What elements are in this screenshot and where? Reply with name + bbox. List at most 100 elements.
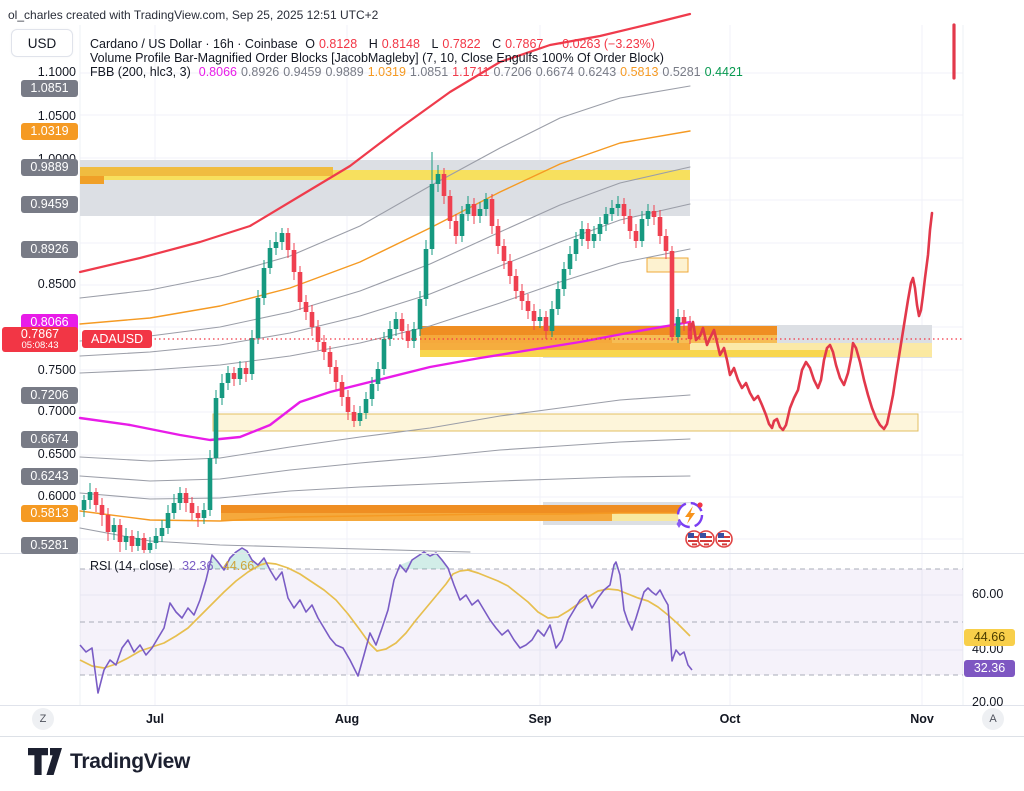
candle-body [555, 289, 561, 309]
indicator-title-volume-profile[interactable]: Volume Profile Bar-Magnified Order Block… [90, 51, 664, 65]
fbb-line-upper-1.0319 [79, 130, 691, 325]
candle-body [261, 268, 267, 298]
candle-body [423, 249, 429, 299]
bar-countdown: 05:08:43 [21, 340, 59, 352]
timezone-button[interactable]: Z [32, 708, 54, 730]
sparkle-glyph [676, 520, 682, 528]
fbb-value: 0.9459 [283, 65, 322, 79]
price-axis-label[interactable]: 1.1000 [37, 65, 76, 79]
fbb-label[interactable]: FBB (200, hlc3, 3) [90, 65, 191, 79]
price-axis-label[interactable]: 0.7500 [37, 363, 76, 377]
price-axis-label[interactable]: 0.8500 [37, 277, 76, 291]
price-axis-label[interactable]: 1.0500 [37, 109, 76, 123]
candle-body [669, 251, 675, 337]
candle-body [441, 174, 447, 196]
time-axis-label-sep[interactable]: Sep [528, 712, 552, 726]
order-block-zone [646, 257, 689, 273]
price-level-badge: 1.0319 [21, 122, 78, 140]
rsi-line [79, 547, 693, 694]
candle-body [471, 204, 477, 216]
fbb-line-lower-0.6243 [79, 475, 691, 500]
fbb-line-lower-0.6674 [79, 438, 691, 482]
auto-scale-button[interactable]: A [982, 708, 1004, 730]
candle-body [105, 515, 111, 532]
price-projection-drawing[interactable] [688, 211, 934, 432]
rsi-indicator-title[interactable]: RSI (14, close) 32.36 44.66 [90, 559, 254, 573]
candle-body [483, 199, 489, 209]
fbb-value: 0.5813 [620, 65, 659, 79]
candle-body [561, 269, 567, 289]
fbb-value: 0.9889 [325, 65, 364, 79]
candle-body [645, 211, 651, 219]
price-level-badge: 0.6243 [21, 467, 78, 485]
candle-body [501, 246, 507, 261]
candle-body [573, 239, 579, 254]
currency-toggle-button[interactable]: USD [11, 29, 73, 57]
fbb-value: 0.6674 [535, 65, 574, 79]
candle-body [519, 291, 525, 301]
flag-stripe [704, 543, 709, 546]
fbb-values: 0.8066 0.8926 0.9459 0.9889 1.0319 1.0851 1.17… [199, 65, 747, 79]
rsi-axis-label[interactable]: 20.00 [972, 695, 1004, 709]
ohlc-low: L 0.7822 [431, 37, 481, 51]
order-block-zone [420, 350, 830, 357]
candle-body [507, 261, 513, 276]
fbb-value: 0.8066 [198, 65, 237, 79]
rsi-value-badge: 32.36 [964, 659, 1015, 677]
price-chart-canvas[interactable] [0, 0, 1024, 737]
fbb-line-lower-0.5813 [79, 510, 691, 522]
time-axis-label-oct[interactable]: Oct [719, 712, 741, 726]
fbb-value: 0.4421 [704, 65, 743, 79]
price-level-badge: 0.8066 [21, 313, 78, 331]
fbb-line-upper-1.0851 [79, 85, 691, 299]
candle-body [183, 493, 189, 503]
ohlc-open: O 0.8128 [305, 37, 358, 51]
price-axis-label[interactable]: 0.6500 [37, 447, 76, 461]
candle-body [633, 231, 639, 241]
time-axis-separator [0, 705, 1024, 706]
candle-body [159, 528, 165, 536]
price-axis-label[interactable]: 0.7000 [37, 404, 76, 418]
candle-body [255, 298, 261, 338]
candle-body [171, 503, 177, 513]
symbol-title[interactable]: Cardano / US Dollar · 16h · Coinbase [90, 37, 298, 51]
pane-separator[interactable] [0, 553, 1024, 554]
fbb-line-upper-0.9889 [79, 166, 691, 342]
ohlc-high: H 0.8148 [368, 37, 420, 51]
fbb-value: 1.0319 [367, 65, 406, 79]
candle-body [273, 242, 279, 248]
rsi-axis-label[interactable]: 40.00 [972, 642, 1004, 656]
indicator-title-fbb[interactable]: FBB (200, hlc3, 3) 0.8066 0.8926 0.9459 0.98… [90, 65, 751, 79]
candle-body [117, 525, 123, 542]
candle-body [249, 338, 255, 374]
tradingview-brand[interactable]: TradingView [28, 748, 190, 775]
time-axis-label-nov[interactable]: Nov [910, 712, 934, 726]
candle-body [177, 493, 183, 503]
candle-body [489, 199, 495, 226]
fbb-line-upper-0.8926 [79, 248, 691, 374]
price-level-badge: 1.0851 [21, 79, 78, 97]
rsi-title-label[interactable]: RSI (14, close) [90, 559, 173, 573]
fbb-value: 0.6243 [577, 65, 617, 79]
candle-body [591, 234, 597, 241]
time-axis-label-aug[interactable]: Aug [334, 712, 360, 726]
candle-body [537, 317, 543, 321]
candle-body [309, 312, 315, 327]
candle-body [609, 208, 615, 214]
order-block-zone [690, 343, 932, 350]
candle-body [603, 214, 609, 224]
time-axis-label-jul[interactable]: Jul [145, 712, 165, 726]
flag-canton [700, 533, 706, 538]
candle-body [237, 368, 243, 379]
rsi-ma-value: 44.66 [222, 559, 255, 573]
candle-body [321, 342, 327, 352]
candle-body [93, 492, 99, 505]
price-axis-label[interactable]: 0.6000 [37, 489, 76, 503]
rsi-overbought-fill [398, 552, 450, 569]
symbol-info-row[interactable]: Cardano / US Dollar · 16h · Coinbase O 0.… [90, 37, 659, 51]
last-price: 0.7867 [20, 326, 60, 341]
candle-body [417, 299, 423, 329]
price-level-badge: 0.9889 [21, 158, 78, 176]
rsi-axis-label[interactable]: 60.00 [972, 587, 1004, 601]
